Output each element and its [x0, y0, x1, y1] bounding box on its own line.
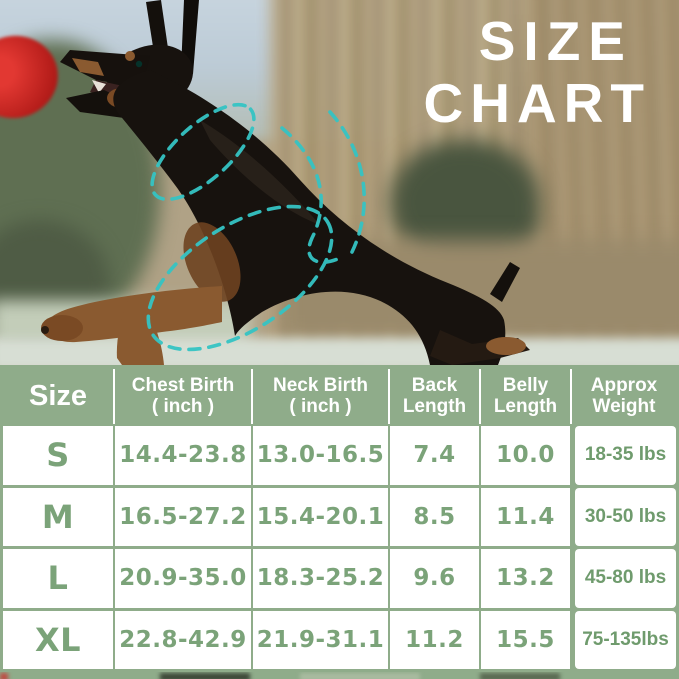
cell-size-s: S — [3, 426, 113, 485]
measure-swirl-line-1 — [280, 126, 342, 264]
cell-chest-l: 20.9-35.0 — [115, 549, 251, 608]
dog-rear-paw — [486, 337, 526, 355]
bottom-sliver-red-blob — [0, 673, 8, 679]
column-header-neck-birth: Neck Birth ( inch ) — [253, 369, 388, 424]
cell-size-xl: XL — [3, 610, 113, 669]
cell-back-xl: 11.2 — [390, 610, 479, 669]
cell-chest-s: 14.4-23.8 — [115, 426, 251, 485]
column-header-size: Size — [3, 369, 113, 424]
dog-paw-toe — [41, 326, 49, 334]
dog-front-leg-bent — [116, 295, 164, 365]
cell-neck-xl: 21.9-31.1 — [253, 610, 388, 669]
cell-size-l: L — [3, 549, 113, 608]
bottom-sliver-dark-blob-2 — [480, 673, 560, 679]
dog-tail — [490, 262, 520, 302]
cell-neck-m: 15.4-20.1 — [253, 487, 388, 546]
size-chart-table: Size Chest Birth ( inch ) Neck Birth ( i… — [0, 365, 679, 672]
cell-belly-m: 11.4 — [481, 487, 570, 546]
cell-belly-l: 13.2 — [481, 549, 570, 608]
doberman-dog-silhouette — [41, 0, 530, 365]
bottom-sliver-light-blob — [300, 673, 420, 679]
title-line-chart: CHART — [423, 72, 651, 134]
dog-photo: SIZE CHART — [0, 0, 679, 365]
cell-weight-l: 45-80 lbs — [575, 549, 676, 608]
column-header-back-length: Back Length — [390, 369, 479, 424]
chest-measure-line — [146, 204, 334, 352]
cell-weight-xl: 75-135lbs — [575, 610, 676, 669]
cell-neck-s: 13.0-16.5 — [253, 426, 388, 485]
dog-teeth — [92, 80, 106, 93]
cell-chest-m: 16.5-27.2 — [115, 487, 251, 546]
cell-neck-l: 18.3-25.2 — [253, 549, 388, 608]
neck-measure-line — [150, 102, 256, 202]
cell-back-s: 7.4 — [390, 426, 479, 485]
dog-rear-leg — [430, 330, 530, 365]
measure-swirl-line-2 — [328, 110, 366, 254]
bottom-sliver-dark-blob — [160, 673, 250, 679]
pale-ground-band — [0, 338, 679, 365]
table-header-row: Size Chest Birth ( inch ) Neck Birth ( i… — [3, 369, 676, 424]
column-header-approx-weight: Approx Weight — [572, 369, 676, 424]
cell-back-m: 8.5 — [390, 487, 479, 546]
bottom-image-sliver — [0, 672, 679, 679]
title-line-size: SIZE — [478, 10, 633, 72]
dog-eyebrow-marking — [125, 51, 135, 61]
dog-front-paw — [41, 315, 83, 341]
dog-muzzle-marking — [72, 58, 104, 76]
cell-size-m: M — [3, 487, 113, 546]
column-header-chest-birth: Chest Birth ( inch ) — [115, 369, 251, 424]
cell-belly-s: 10.0 — [481, 426, 570, 485]
cell-belly-xl: 15.5 — [481, 610, 570, 669]
cell-back-l: 9.6 — [390, 549, 479, 608]
dog-eye — [135, 60, 143, 68]
cell-weight-m: 30-50 lbs — [575, 487, 676, 546]
table-body: S 14.4-23.8 13.0-16.5 7.4 10.0 18-35 lbs… — [3, 426, 676, 669]
column-header-belly-length: Belly Length — [481, 369, 570, 424]
cell-chest-xl: 22.8-42.9 — [115, 610, 251, 669]
size-chart-title: SIZE CHART — [424, 14, 651, 131]
dog-coat-sheen — [200, 120, 320, 225]
cell-weight-s: 18-35 lbs — [575, 426, 676, 485]
